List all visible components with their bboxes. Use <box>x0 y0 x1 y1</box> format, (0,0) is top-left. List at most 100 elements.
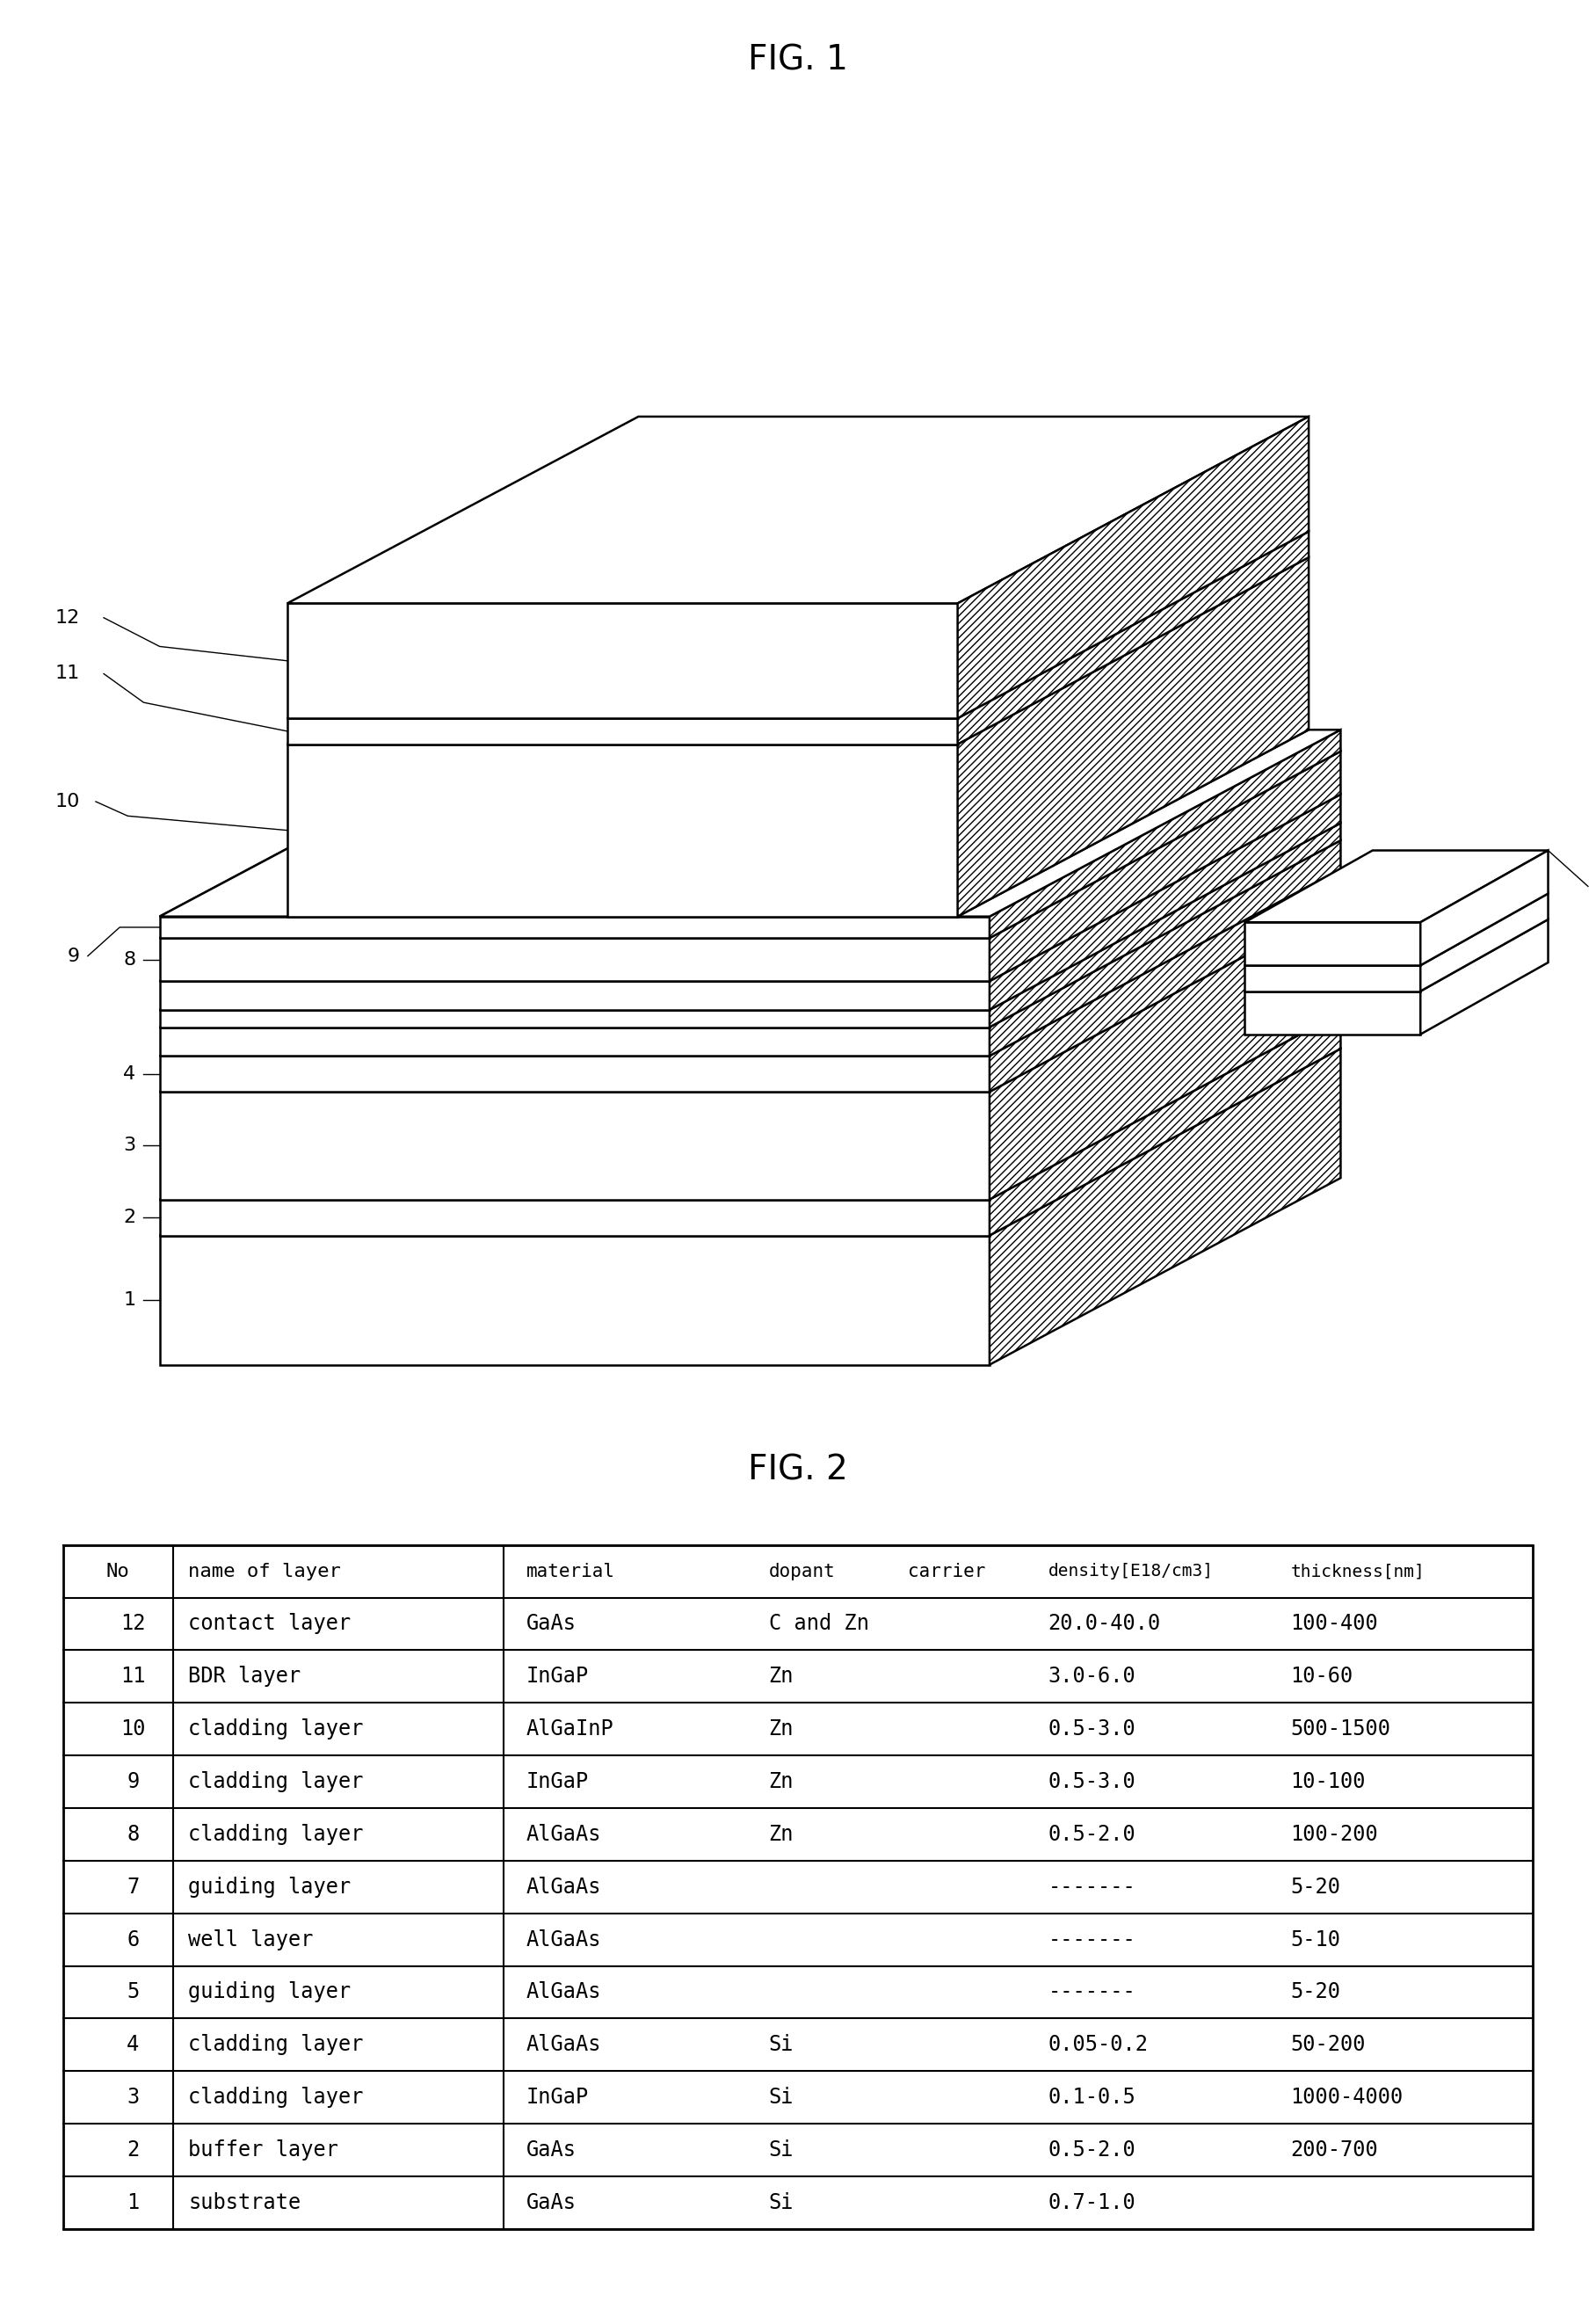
Text: cladding layer: cladding layer <box>188 2034 364 2055</box>
Text: AlGaAs: AlGaAs <box>527 1823 602 1844</box>
Text: 10: 10 <box>54 792 80 811</box>
Polygon shape <box>1245 850 1548 922</box>
Text: substrate: substrate <box>188 2192 302 2213</box>
Polygon shape <box>990 1050 1341 1365</box>
Text: InGaP: InGaP <box>527 2088 589 2108</box>
Text: Zn: Zn <box>769 1666 793 1687</box>
Text: guiding layer: guiding layer <box>188 1877 351 1898</box>
Text: guiding layer: guiding layer <box>188 1981 351 2002</box>
Text: C and Zn: C and Zn <box>769 1613 868 1633</box>
Polygon shape <box>160 730 638 918</box>
Polygon shape <box>1245 966 1420 992</box>
Polygon shape <box>160 1026 990 1057</box>
Text: 3: 3 <box>123 1138 136 1154</box>
Text: 11: 11 <box>54 665 80 684</box>
Text: 0.7-1.0: 0.7-1.0 <box>1049 2192 1136 2213</box>
Text: Si: Si <box>769 2192 793 2213</box>
Polygon shape <box>287 718 958 744</box>
Text: buffer layer: buffer layer <box>188 2139 338 2159</box>
Text: 0.5-2.0: 0.5-2.0 <box>1049 2139 1136 2159</box>
Polygon shape <box>1420 850 1548 966</box>
Polygon shape <box>990 795 1341 1010</box>
Text: 9: 9 <box>67 948 80 964</box>
Text: 0.1-0.5: 0.1-0.5 <box>1049 2088 1136 2108</box>
Text: 5: 5 <box>126 1981 139 2002</box>
Text: 7: 7 <box>126 1877 139 1898</box>
Polygon shape <box>1245 992 1420 1033</box>
Text: density[E18/cm3]: density[E18/cm3] <box>1049 1564 1213 1580</box>
Text: 2: 2 <box>123 1209 136 1226</box>
Text: No: No <box>107 1562 129 1580</box>
Text: thickness[nm]: thickness[nm] <box>1291 1564 1425 1580</box>
Text: material: material <box>527 1562 614 1580</box>
Text: GaAs: GaAs <box>527 2192 576 2213</box>
Text: 500-1500: 500-1500 <box>1291 1719 1390 1740</box>
Polygon shape <box>160 1200 990 1235</box>
Text: carrier: carrier <box>908 1562 986 1580</box>
Text: 5-20: 5-20 <box>1291 1877 1341 1898</box>
Text: 1: 1 <box>123 1291 136 1309</box>
Polygon shape <box>160 869 1341 1057</box>
Polygon shape <box>160 1235 990 1365</box>
Text: Si: Si <box>769 2139 793 2159</box>
Polygon shape <box>990 1013 1341 1235</box>
Polygon shape <box>1245 920 1548 992</box>
Polygon shape <box>990 823 1341 1026</box>
Polygon shape <box>958 558 1309 918</box>
Text: 10: 10 <box>120 1719 145 1740</box>
Polygon shape <box>1245 922 1420 966</box>
Polygon shape <box>160 1050 1341 1235</box>
Bar <box>62 1545 1534 2229</box>
Text: name of layer: name of layer <box>188 1562 342 1580</box>
Polygon shape <box>160 906 1341 1091</box>
Text: dopant: dopant <box>769 1562 835 1580</box>
Polygon shape <box>160 730 1341 918</box>
Text: 4: 4 <box>126 2034 139 2055</box>
Polygon shape <box>160 1091 990 1200</box>
Text: AlGaAs: AlGaAs <box>527 1981 602 2002</box>
Text: 12: 12 <box>54 609 80 626</box>
Text: cladding layer: cladding layer <box>188 2088 364 2108</box>
Polygon shape <box>160 980 990 1010</box>
Polygon shape <box>160 795 1341 980</box>
Text: BDR layer: BDR layer <box>188 1666 302 1687</box>
Text: 200-700: 200-700 <box>1291 2139 1379 2159</box>
Polygon shape <box>1420 920 1548 1033</box>
Text: 5-20: 5-20 <box>1291 1981 1341 2002</box>
Text: InGaP: InGaP <box>527 1770 589 1793</box>
Text: 10-100: 10-100 <box>1291 1770 1366 1793</box>
Text: 100-400: 100-400 <box>1291 1613 1379 1633</box>
Polygon shape <box>287 744 958 918</box>
Text: Zn: Zn <box>769 1823 793 1844</box>
Polygon shape <box>160 1057 990 1091</box>
Polygon shape <box>990 869 1341 1091</box>
Polygon shape <box>990 751 1341 980</box>
Text: 10-60: 10-60 <box>1291 1666 1353 1687</box>
Text: contact layer: contact layer <box>188 1613 351 1633</box>
Text: AlGaAs: AlGaAs <box>527 1877 602 1898</box>
Polygon shape <box>958 417 1309 718</box>
Text: Zn: Zn <box>769 1770 793 1793</box>
Text: 5-10: 5-10 <box>1291 1930 1341 1951</box>
Polygon shape <box>160 823 1341 1010</box>
Polygon shape <box>287 417 1309 602</box>
Text: 0.5-2.0: 0.5-2.0 <box>1049 1823 1136 1844</box>
Text: AlGaAs: AlGaAs <box>527 2034 602 2055</box>
Text: 0.5-3.0: 0.5-3.0 <box>1049 1770 1136 1793</box>
Text: 2: 2 <box>126 2139 139 2159</box>
Polygon shape <box>160 1010 990 1026</box>
Text: 8: 8 <box>123 950 136 969</box>
Text: GaAs: GaAs <box>527 1613 576 1633</box>
Polygon shape <box>287 531 1309 718</box>
Text: 100-200: 100-200 <box>1291 1823 1379 1844</box>
Text: 3.0-6.0: 3.0-6.0 <box>1049 1666 1136 1687</box>
Polygon shape <box>160 1013 1341 1200</box>
Text: -------: ------- <box>1049 1981 1136 2002</box>
Text: GaAs: GaAs <box>527 2139 576 2159</box>
Polygon shape <box>160 938 990 980</box>
Polygon shape <box>287 558 1309 744</box>
Text: cladding layer: cladding layer <box>188 1719 364 1740</box>
Text: 11: 11 <box>120 1666 145 1687</box>
Text: AlGaAs: AlGaAs <box>527 1930 602 1951</box>
Polygon shape <box>990 841 1341 1057</box>
